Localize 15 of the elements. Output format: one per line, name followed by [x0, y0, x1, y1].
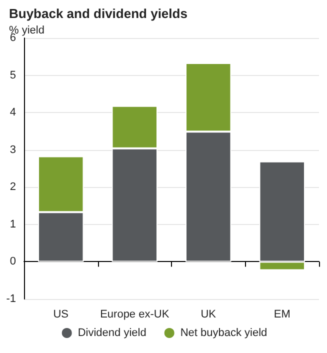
- y-tick-label: 0: [10, 256, 16, 268]
- legend-label: Dividend yield: [78, 327, 146, 339]
- chart-title: Buyback and dividend yields: [9, 6, 188, 21]
- x-tick-label: EM: [274, 308, 290, 320]
- legend-label: Net buyback yield: [180, 327, 268, 339]
- y-tick-label: 5: [10, 69, 16, 82]
- x-tick-label: Europe ex-UK: [100, 308, 170, 320]
- y-tick-label: -1: [6, 293, 16, 305]
- y-tick-label: 2: [10, 181, 16, 194]
- y-tick-label: 4: [10, 106, 16, 119]
- x-tick-label: US: [53, 308, 69, 320]
- y-tick-label: 3: [10, 144, 16, 156]
- y-tick-label: 1: [10, 218, 16, 230]
- x-tick-label: UK: [200, 308, 217, 320]
- y-tick-label: 6: [10, 32, 16, 44]
